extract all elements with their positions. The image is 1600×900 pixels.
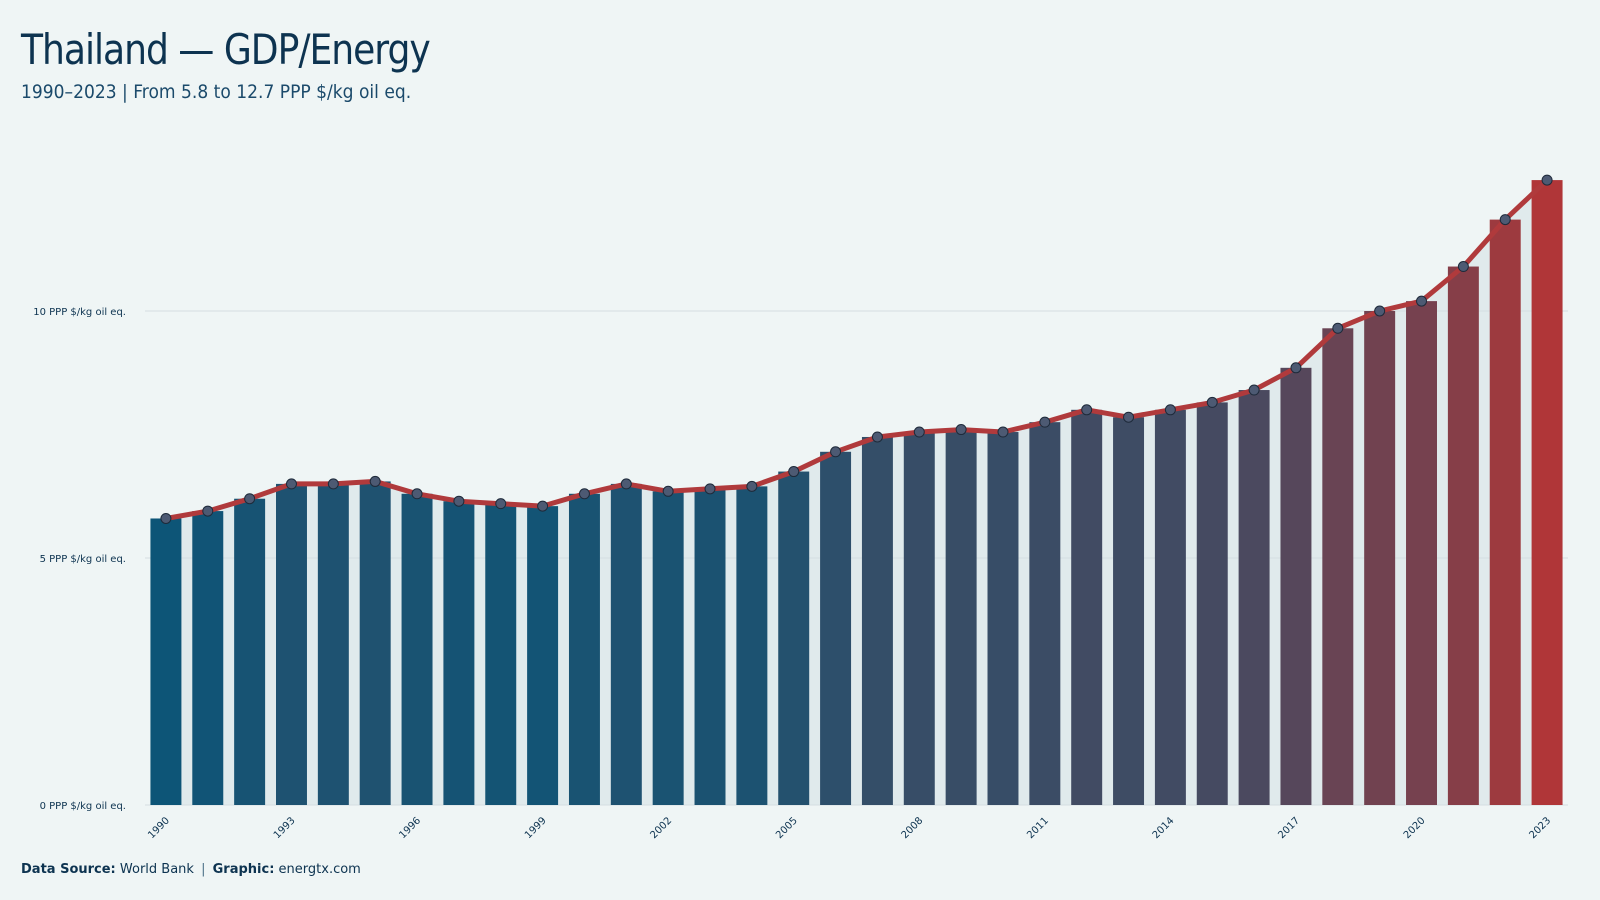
bar-1990: [150, 518, 182, 805]
bar-2016: [1238, 390, 1270, 805]
point-2000: [578, 488, 590, 500]
bar-2022: [1489, 219, 1521, 806]
bars: [150, 180, 1563, 806]
footer-credits: Data Source: World Bank | Graphic: energ…: [21, 861, 361, 879]
bar-1996: [401, 493, 433, 805]
trend-points: [160, 174, 1553, 524]
bar-2000: [568, 493, 600, 805]
point-2004: [746, 480, 758, 492]
point-2010: [997, 426, 1009, 438]
x-tick-label: 1996: [397, 815, 423, 841]
bar-2007: [861, 436, 893, 805]
x-tick-label: 2011: [1025, 815, 1051, 841]
bar-2005: [778, 471, 810, 805]
point-2008: [913, 426, 925, 438]
x-tick-label: 2014: [1151, 815, 1177, 841]
bar-2002: [652, 491, 684, 805]
x-tick-label: 1999: [523, 815, 549, 841]
bar-2021: [1447, 266, 1479, 805]
bar-1997: [443, 501, 475, 805]
point-2017: [1290, 362, 1302, 374]
point-1991: [202, 505, 214, 517]
point-1998: [495, 498, 507, 510]
point-2023: [1541, 174, 1553, 186]
point-2019: [1374, 305, 1386, 317]
bar-1999: [527, 506, 559, 805]
x-tick-label: 1990: [146, 815, 172, 841]
bar-2011: [1029, 422, 1061, 805]
point-2007: [871, 431, 883, 443]
bar-2001: [610, 483, 642, 805]
point-1996: [411, 488, 423, 500]
bar-1998: [485, 503, 517, 805]
point-1993: [285, 478, 297, 490]
bar-2019: [1364, 311, 1396, 805]
x-tick-label: 2002: [649, 815, 675, 841]
point-1995: [369, 475, 381, 487]
bar-2023: [1531, 180, 1563, 806]
point-2012: [1081, 404, 1093, 416]
page-title: Thailand — GDP/Energy: [21, 25, 431, 74]
graphic-value: energtx.com: [278, 862, 361, 877]
x-tick-label: 2020: [1402, 815, 1428, 841]
point-2022: [1499, 214, 1511, 226]
point-1997: [453, 495, 465, 507]
y-axis-ticks: 0 PPP $/kg oil eq. 5 PPP $/kg oil eq. 10 P…: [33, 307, 126, 812]
point-2002: [662, 485, 674, 497]
bar-2014: [1154, 409, 1186, 805]
bar-2015: [1196, 402, 1228, 805]
point-2009: [955, 424, 967, 436]
bar-2012: [1071, 409, 1103, 805]
x-tick-label: 2005: [774, 815, 800, 841]
point-2006: [830, 446, 842, 458]
x-tick-label: 2017: [1276, 815, 1302, 841]
x-tick-label: 2008: [900, 815, 926, 841]
point-2005: [788, 466, 800, 478]
y-tick-label: 10 PPP $/kg oil eq.: [33, 307, 126, 318]
bar-2008: [903, 432, 935, 805]
bar-1991: [192, 511, 224, 805]
point-2015: [1206, 396, 1218, 408]
bar-1993: [275, 483, 307, 805]
point-2014: [1164, 404, 1176, 416]
point-2011: [1039, 416, 1051, 428]
source-value: World Bank: [119, 862, 194, 877]
trend-line-path: [163, 177, 1550, 521]
point-2013: [1123, 411, 1135, 423]
x-axis-ticks: 1990 1993 1996 1999 2002 2005 2008 2011 2014 2017…: [146, 815, 1553, 841]
bar-2009: [945, 429, 977, 805]
source-label: Data Source:: [21, 862, 116, 877]
bar-2013: [1113, 417, 1145, 805]
page-subtitle: 1990–2023 | From 5.8 to 12.7 PPP $/kg oi…: [21, 81, 412, 103]
trend-line: [163, 177, 1550, 521]
bar-1992: [234, 498, 266, 805]
point-2001: [620, 478, 632, 490]
graphic-label: Graphic:: [212, 862, 275, 877]
bar-2020: [1406, 301, 1438, 805]
point-2003: [704, 483, 716, 495]
y-tick-label: 0 PPP $/kg oil eq.: [40, 801, 126, 812]
x-tick-label: 1993: [272, 815, 298, 841]
point-2018: [1332, 322, 1344, 334]
bar-1995: [359, 481, 391, 805]
point-1992: [244, 493, 256, 505]
x-tick-label: 2023: [1527, 815, 1553, 841]
bar-2003: [694, 488, 726, 805]
point-2021: [1457, 261, 1469, 273]
footer-separator: |: [201, 862, 206, 877]
bar-2017: [1280, 367, 1312, 805]
bar-2004: [736, 486, 768, 805]
bar-2006: [820, 451, 852, 805]
bar-1994: [317, 483, 349, 805]
point-2020: [1416, 295, 1428, 307]
bar-2010: [987, 432, 1019, 805]
point-1994: [327, 478, 339, 490]
point-2016: [1248, 384, 1260, 396]
y-tick-label: 5 PPP $/kg oil eq.: [40, 554, 126, 565]
point-1999: [537, 500, 549, 512]
point-1990: [160, 512, 172, 524]
bar-2018: [1322, 328, 1354, 805]
